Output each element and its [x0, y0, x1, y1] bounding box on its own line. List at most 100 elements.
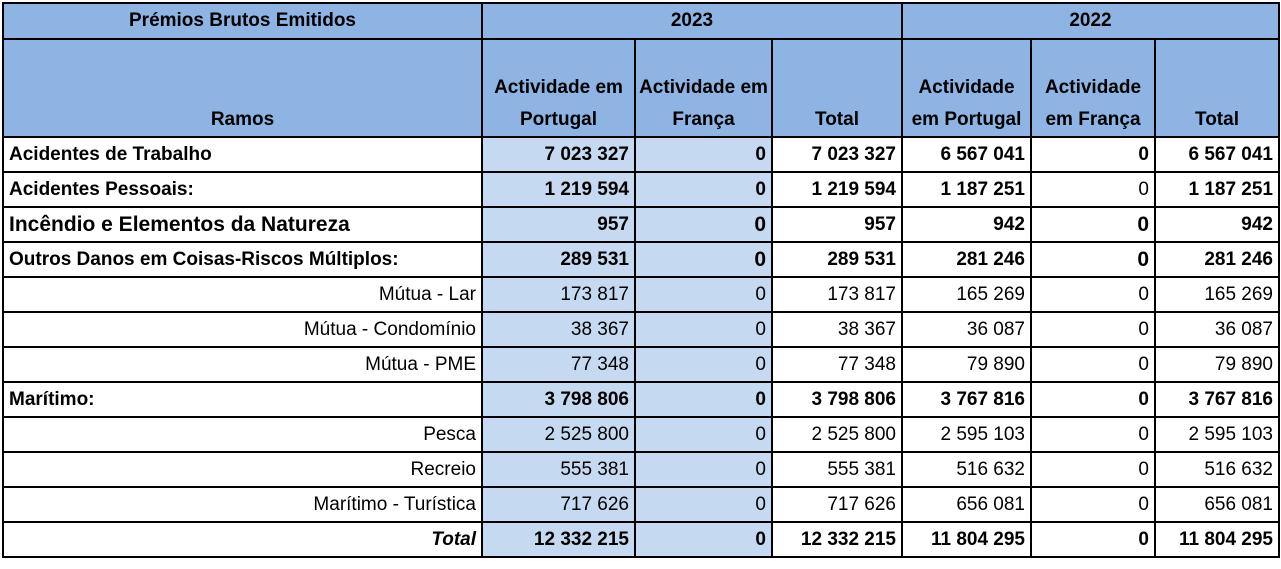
cell-2022-franca: 0 — [1030, 136, 1156, 173]
cell-2023-portugal: 2 525 800 — [481, 416, 636, 453]
cell-2023-franca: 0 — [634, 136, 773, 173]
cell-2023-franca: 0 — [634, 311, 773, 348]
row-label: Recreio — [2, 451, 483, 488]
cell-2022-portugal: 942 — [901, 206, 1032, 243]
col-2022-portugal: Actividade em Portugal — [901, 38, 1032, 138]
cell-2022-franca: 0 — [1030, 206, 1156, 243]
header-row-columns: Ramos Actividade em Portugal Actividade … — [2, 38, 1280, 138]
cell-2023-total: 1 219 594 — [771, 171, 903, 208]
table-row: Incêndio e Elementos da Natureza 957 0 9… — [2, 206, 1280, 243]
col-2022-franca: Actividade em França — [1030, 38, 1156, 138]
cell-2023-portugal: 173 817 — [481, 276, 636, 313]
cell-2022-total: 36 087 — [1154, 311, 1280, 348]
cell-2022-franca: 0 — [1030, 311, 1156, 348]
row-label: Acidentes de Trabalho — [2, 136, 483, 173]
cell-2022-franca: 0 — [1030, 381, 1156, 418]
cell-2022-total: 1 187 251 — [1154, 171, 1280, 208]
cell-2022-franca: 0 — [1030, 171, 1156, 208]
row-label: Pesca — [2, 416, 483, 453]
row-label: Outros Danos em Coisas-Riscos Múltiplos: — [2, 241, 483, 278]
cell-2022-portugal: 79 890 — [901, 346, 1032, 383]
cell-2022-franca: 0 — [1030, 451, 1156, 488]
col-2023-portugal: Actividade em Portugal — [481, 38, 636, 138]
cell-2023-franca: 0 — [634, 346, 773, 383]
cell-2022-franca: 0 — [1030, 521, 1156, 558]
cell-2023-total: 289 531 — [771, 241, 903, 278]
cell-2022-franca: 0 — [1030, 241, 1156, 278]
table-row: Marítimo: 3 798 806 0 3 798 806 3 767 81… — [2, 381, 1280, 418]
cell-2022-franca: 0 — [1030, 346, 1156, 383]
row-label: Acidentes Pessoais: — [2, 171, 483, 208]
cell-2023-total: 7 023 327 — [771, 136, 903, 173]
table-row: Mútua - PME 77 348 0 77 348 79 890 0 79 … — [2, 346, 1280, 383]
premios-table: Prémios Brutos Emitidos 2023 2022 Ramos … — [2, 2, 1280, 558]
total-label: Total — [2, 521, 483, 558]
cell-2022-total: 516 632 — [1154, 451, 1280, 488]
cell-2022-total: 6 567 041 — [1154, 136, 1280, 173]
table-title: Prémios Brutos Emitidos — [2, 2, 483, 40]
header-row-years: Prémios Brutos Emitidos 2023 2022 — [2, 2, 1280, 40]
row-label: Incêndio e Elementos da Natureza — [2, 206, 483, 243]
cell-2022-portugal: 281 246 — [901, 241, 1032, 278]
col-2023-franca: Actividade em França — [634, 38, 773, 138]
table-row: Marítimo - Turística 717 626 0 717 626 6… — [2, 486, 1280, 523]
cell-2022-franca: 0 — [1030, 486, 1156, 523]
cell-2022-total: 3 767 816 — [1154, 381, 1280, 418]
table-row: Acidentes de Trabalho 7 023 327 0 7 023 … — [2, 136, 1280, 173]
cell-2023-franca: 0 — [634, 521, 773, 558]
table-row: Mútua - Lar 173 817 0 173 817 165 269 0 … — [2, 276, 1280, 313]
ramos-header: Ramos — [2, 38, 483, 138]
col-2022-total: Total — [1154, 38, 1280, 138]
cell-2023-portugal: 7 023 327 — [481, 136, 636, 173]
cell-2023-portugal: 12 332 215 — [481, 521, 636, 558]
cell-2023-portugal: 957 — [481, 206, 636, 243]
cell-2022-total: 942 — [1154, 206, 1280, 243]
total-row: Total 12 332 215 0 12 332 215 11 804 295… — [2, 521, 1280, 558]
cell-2023-portugal: 77 348 — [481, 346, 636, 383]
cell-2022-total: 656 081 — [1154, 486, 1280, 523]
cell-2022-portugal: 2 595 103 — [901, 416, 1032, 453]
cell-2023-total: 12 332 215 — [771, 521, 903, 558]
cell-2023-franca: 0 — [634, 276, 773, 313]
year-2022-header: 2022 — [901, 2, 1280, 40]
cell-2022-portugal: 36 087 — [901, 311, 1032, 348]
row-label: Marítimo - Turística — [2, 486, 483, 523]
cell-2023-total: 2 525 800 — [771, 416, 903, 453]
row-label: Marítimo: — [2, 381, 483, 418]
cell-2022-portugal: 6 567 041 — [901, 136, 1032, 173]
cell-2022-franca: 0 — [1030, 276, 1156, 313]
cell-2023-total: 3 798 806 — [771, 381, 903, 418]
cell-2022-total: 281 246 — [1154, 241, 1280, 278]
cell-2022-portugal: 1 187 251 — [901, 171, 1032, 208]
cell-2023-franca: 0 — [634, 171, 773, 208]
row-label: Mútua - Condomínio — [2, 311, 483, 348]
cell-2022-total: 11 804 295 — [1154, 521, 1280, 558]
cell-2023-portugal: 1 219 594 — [481, 171, 636, 208]
cell-2022-portugal: 11 804 295 — [901, 521, 1032, 558]
cell-2023-portugal: 289 531 — [481, 241, 636, 278]
table-row: Outros Danos em Coisas-Riscos Múltiplos:… — [2, 241, 1280, 278]
cell-2022-portugal: 165 269 — [901, 276, 1032, 313]
cell-2022-portugal: 3 767 816 — [901, 381, 1032, 418]
table-row: Acidentes Pessoais: 1 219 594 0 1 219 59… — [2, 171, 1280, 208]
cell-2023-portugal: 38 367 — [481, 311, 636, 348]
table-row: Pesca 2 525 800 0 2 525 800 2 595 103 0 … — [2, 416, 1280, 453]
cell-2023-franca: 0 — [634, 241, 773, 278]
cell-2022-total: 165 269 — [1154, 276, 1280, 313]
cell-2023-portugal: 555 381 — [481, 451, 636, 488]
cell-2023-franca: 0 — [634, 416, 773, 453]
year-2023-header: 2023 — [481, 2, 903, 40]
cell-2022-portugal: 656 081 — [901, 486, 1032, 523]
cell-2023-portugal: 717 626 — [481, 486, 636, 523]
cell-2023-franca: 0 — [634, 206, 773, 243]
cell-2023-portugal: 3 798 806 — [481, 381, 636, 418]
cell-2023-total: 957 — [771, 206, 903, 243]
cell-2023-total: 717 626 — [771, 486, 903, 523]
cell-2023-total: 38 367 — [771, 311, 903, 348]
cell-2023-franca: 0 — [634, 381, 773, 418]
cell-2022-portugal: 516 632 — [901, 451, 1032, 488]
cell-2023-franca: 0 — [634, 451, 773, 488]
cell-2022-total: 79 890 — [1154, 346, 1280, 383]
cell-2023-total: 173 817 — [771, 276, 903, 313]
cell-2022-franca: 0 — [1030, 416, 1156, 453]
